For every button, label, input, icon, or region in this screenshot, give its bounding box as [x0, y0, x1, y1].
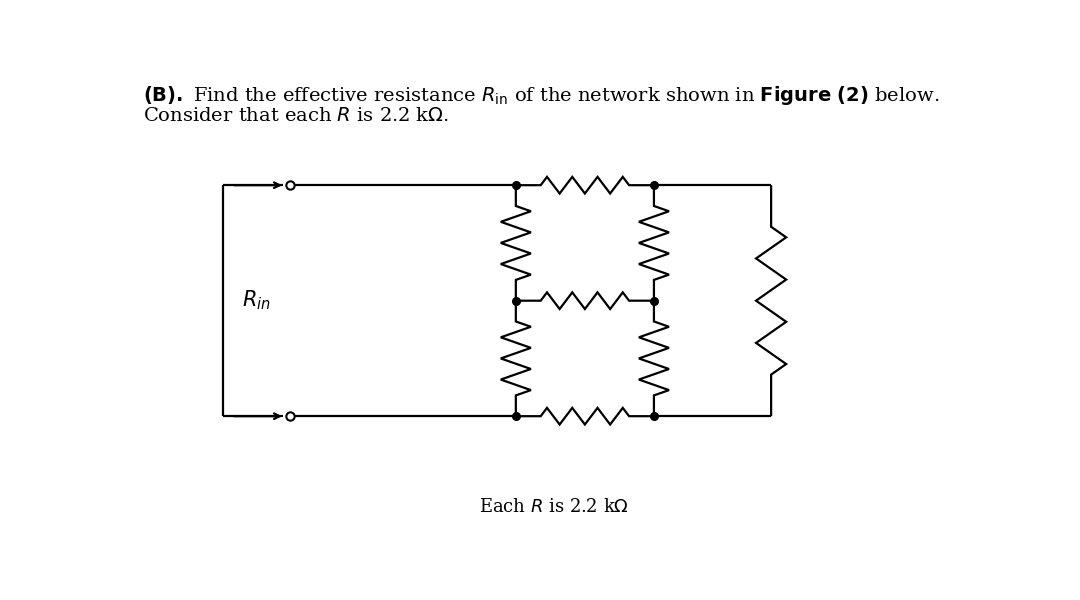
Text: $\mathbf{(B).}$ Find the effective resistance $R_{\rm in}$ of the network shown : $\mathbf{(B).}$ Find the effective resis… [144, 83, 940, 107]
Text: Consider that each $R$ is 2.2 k$\Omega$.: Consider that each $R$ is 2.2 k$\Omega$. [144, 107, 449, 125]
Text: $R_{in}$: $R_{in}$ [242, 289, 271, 313]
Text: Each $R$ is 2.2 k$\Omega$: Each $R$ is 2.2 k$\Omega$ [478, 499, 629, 517]
